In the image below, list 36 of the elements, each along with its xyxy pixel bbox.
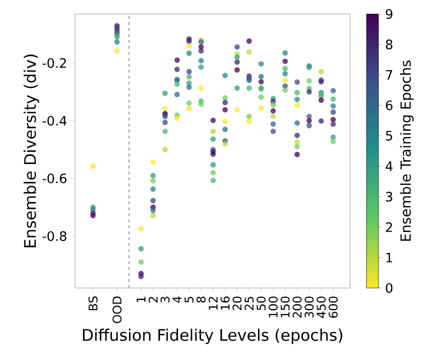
color-bar-label: 7 (386, 70, 392, 80)
x-tick-label: 4 (172, 296, 182, 303)
x-tick-label: 25 (244, 296, 254, 310)
x-tick-label: 100 (268, 296, 278, 318)
color-bar-label: 3 (386, 192, 392, 202)
y-tick-label: -0.2 (42, 58, 66, 68)
x-tick-label: 200 (292, 296, 302, 318)
x-tick-label: 3 (160, 296, 170, 302)
y-axis-title: Ensemble Diversity (div) (24, 54, 40, 248)
color-bar-label: 9 (386, 9, 392, 19)
color-bar-label: 5 (386, 130, 392, 141)
y-tick-label: -0.4 (42, 116, 67, 126)
x-tick-label: 150 (280, 296, 290, 318)
color-bar-label: 8 (386, 40, 392, 50)
x-tick-label: 8 (196, 296, 206, 303)
x-tick-label: 300 (304, 296, 314, 318)
x-tick-label: 5 (184, 296, 194, 302)
color-bar-label: 6 (386, 100, 392, 110)
x-tick-label: 50 (256, 296, 266, 310)
x-tick-label: 2 (148, 296, 158, 303)
x-tick-label: 1 (136, 296, 146, 302)
x-tick-label: 20 (232, 296, 242, 310)
x-tick-label: OOD (112, 296, 122, 324)
x-tick-label: 12 (208, 296, 218, 310)
x-tick-label: 450 (316, 296, 326, 318)
color-bar-label: 4 (386, 162, 393, 171)
x-axis-title: Diffusion Fidelity Levels (epochs) (82, 328, 342, 344)
color-bar-title: Ensemble Training Epochs (400, 60, 414, 241)
x-tick-label: BS (88, 296, 98, 310)
color-bar-label: 2 (386, 222, 392, 232)
color-bar-label: 1 (386, 252, 392, 262)
y-tick-label: -0.6 (42, 174, 66, 184)
y-tick-label: -0.8 (42, 231, 66, 241)
x-tick-label: 600 (328, 296, 338, 318)
x-tick-label: 16 (220, 296, 230, 310)
color-bar-label: 0 (386, 283, 392, 293)
